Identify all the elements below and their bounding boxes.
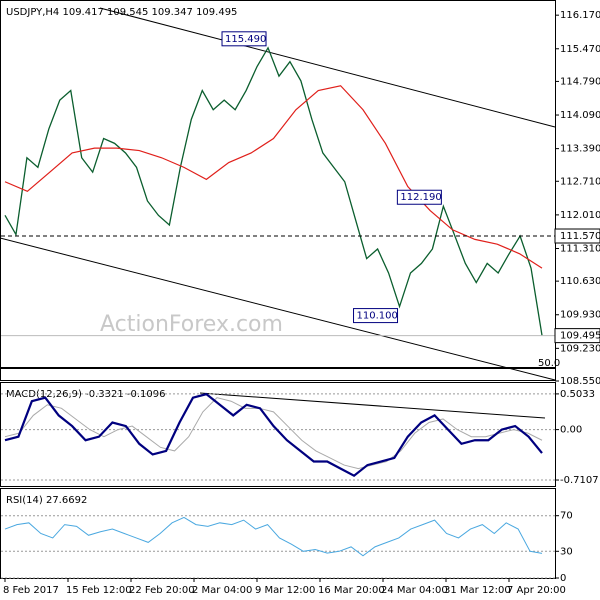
y-tick-label: 0 [560,573,566,584]
y-tick-label: 115.470 [560,44,600,55]
y-tick-label: 0.00 [560,425,582,436]
level-tag [554,228,600,244]
annotation-box [221,31,267,47]
x-tick-label: 24 Mar 04:00 [381,585,448,596]
series-line [4,397,543,470]
x-tick-label: 16 Mar 20:00 [318,585,385,596]
y-tick-label: 116.170 [560,10,600,21]
panel-title: RSI(14) 27.6692 [6,495,87,506]
series-line [4,46,543,336]
panel-title: USDJPY,H4 109.417 109.545 109.347 109.49… [6,7,237,18]
watermark: ActionForex.com [100,312,283,337]
y-tick-label: 111.310 [560,243,600,254]
x-tick-label: 2 Mar 04:00 [192,585,252,596]
series-line [4,392,543,478]
last-price-label: 109.495 [560,331,600,342]
x-tick-label: 15 Feb 12:00 [66,585,132,596]
trend-line [199,392,546,419]
x-tick-label: 7 Apr 20:00 [507,585,566,596]
price-panel [0,0,556,368]
trend-line [0,237,556,381]
y-tick-label: -0.7107 [560,475,599,486]
x-tick-label: 22 Feb 20:00 [129,585,195,596]
x-tick-label: 31 Mar 12:00 [444,585,511,596]
annotation-label: 110.100 [357,311,398,322]
x-tick-label: 8 Feb 2017 [3,585,59,596]
y-tick-label: 70 [560,511,573,522]
annotation-box [396,189,442,205]
y-tick-label: 114.790 [560,76,600,87]
x-tick-label: 9 Mar 12:00 [255,585,315,596]
y-tick-label: 113.390 [560,144,600,155]
y-tick-label: 108.550 [560,376,600,387]
annotation-label: 115.490 [225,34,266,45]
y-tick-label: 112.710 [560,176,600,187]
y-tick-label: 110.630 [560,276,600,287]
strip-label: 50.0 [538,358,560,369]
y-tick-label: 114.090 [560,110,600,121]
y-tick-label: 109.230 [560,343,600,354]
strip-panel [0,368,556,381]
last-price-tag [554,328,600,344]
y-tick-label: 30 [560,546,573,557]
y-tick-label: 0.5033 [560,389,595,400]
series-line [4,516,543,557]
annotation-label: 112.190 [400,192,441,203]
y-tick-label: 112.010 [560,210,600,221]
level-label: 111.570 [560,231,600,242]
y-tick-label: 109.930 [560,310,600,321]
annotation-box [353,308,399,324]
panel-title: MACD(12,26,9) -0.3321 -0.1096 [6,389,166,400]
series-line [4,85,543,269]
macd-panel [0,382,556,487]
trend-line [99,7,556,128]
